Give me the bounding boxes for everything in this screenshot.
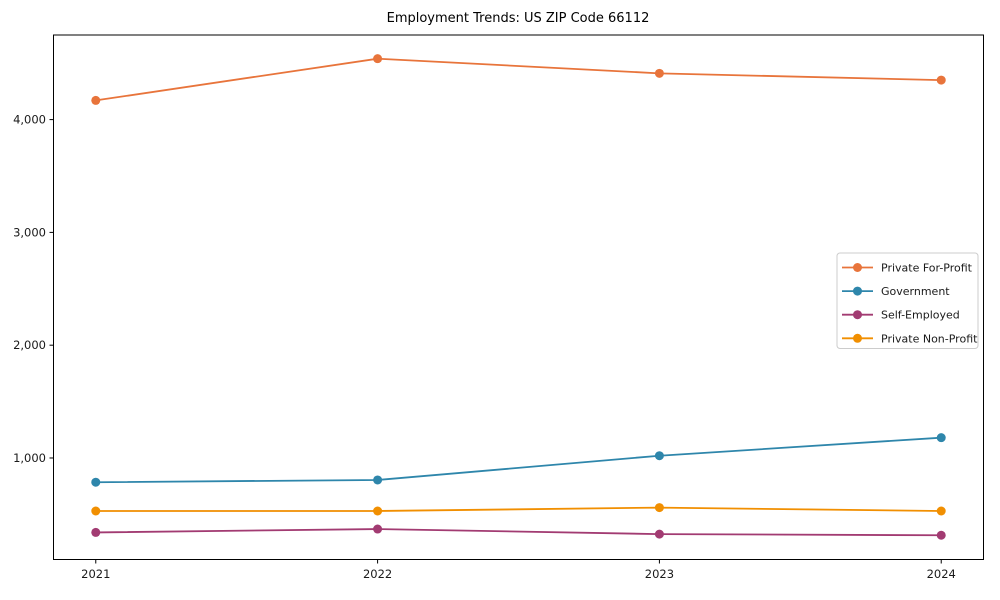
y-tick-label: 1,000 [13, 451, 46, 465]
legend-box [836, 252, 979, 349]
data-point-government [654, 451, 664, 461]
data-point-self-employed [373, 524, 383, 534]
data-point-self-employed [654, 529, 664, 539]
plot-area [53, 34, 984, 560]
series-line-government [95, 436, 942, 484]
legend-marker-private-for-profit [853, 263, 862, 272]
series-line-private-for-profit [95, 57, 942, 102]
legend-marker-private-non-profit [853, 333, 862, 343]
data-point-private-for-profit [654, 68, 664, 78]
data-point-self-employed [91, 527, 101, 537]
data-point-private-for-profit [91, 95, 101, 105]
legend-marker-self-employed [853, 310, 862, 320]
data-point-private-non-profit [373, 506, 383, 516]
x-tick-label: 2023 [645, 567, 674, 581]
legend-label-private-non-profit: Private Non-Profit [881, 332, 978, 345]
data-point-private-for-profit [936, 75, 946, 85]
data-point-self-employed [936, 530, 946, 540]
y-tick-label: 2,000 [13, 338, 46, 352]
data-point-government [373, 475, 383, 485]
x-tick-label: 2021 [81, 567, 110, 581]
data-point-government [91, 477, 101, 487]
series-line-self-employed [95, 528, 942, 537]
legend-label-government: Government [881, 285, 950, 298]
legend: Private For-Profit Government Self-Employe… [836, 252, 979, 349]
data-point-private-for-profit [373, 54, 383, 64]
x-tick-label: 2022 [363, 567, 392, 581]
legend-label-private-for-profit: Private For-Profit [881, 262, 973, 275]
legend-marker-government [853, 286, 862, 296]
data-point-private-non-profit [936, 506, 946, 516]
x-tick-label: 2024 [927, 567, 956, 581]
y-tick-label: 3,000 [13, 225, 46, 239]
data-point-private-non-profit [654, 503, 664, 513]
series-line-private-non-profit [95, 506, 942, 512]
legend-label-self-employed: Self-Employed [881, 309, 960, 322]
data-point-government [936, 433, 946, 443]
y-tick-label: 4,000 [13, 113, 46, 127]
data-point-private-non-profit [91, 506, 101, 516]
